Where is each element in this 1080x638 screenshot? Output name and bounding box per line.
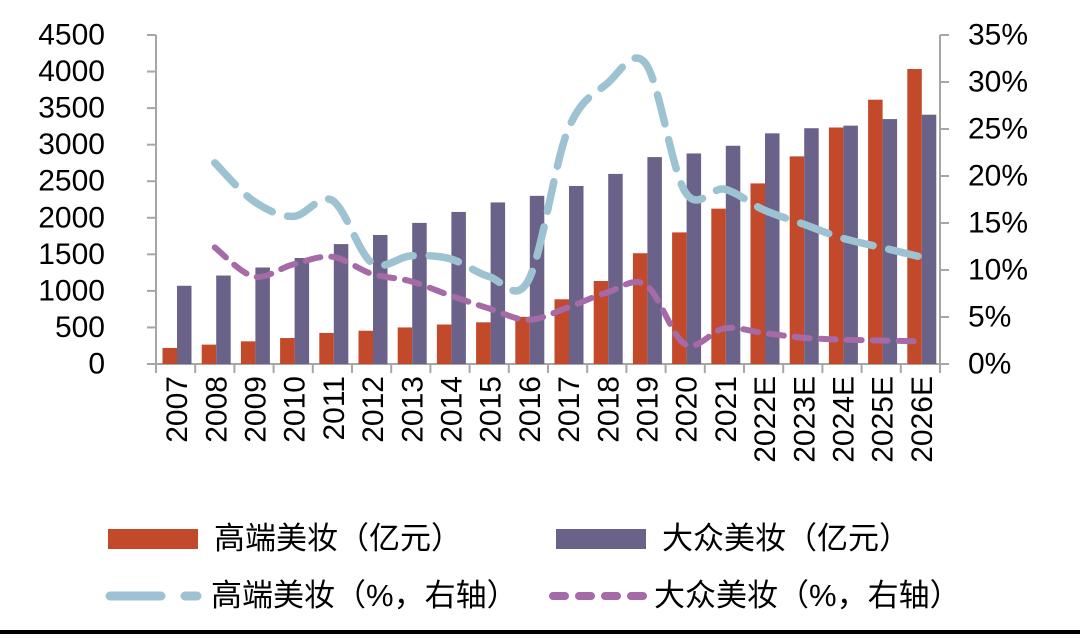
x-axis-label-2025E: 2025E <box>867 376 900 463</box>
x-axis-label-2018: 2018 <box>592 376 625 443</box>
y-axis-right-tick-label: 35% <box>968 19 1028 52</box>
bar-mass-2026E <box>921 114 937 365</box>
bar-premium-2025E <box>868 99 883 364</box>
bar-premium-2007 <box>162 347 177 364</box>
bar-premium-2013 <box>397 327 413 364</box>
x-axis-label-2013: 2013 <box>396 376 429 443</box>
bar-mass-2024E <box>843 125 858 364</box>
bar-premium-2015 <box>476 322 491 364</box>
line-premium-growth <box>211 54 925 295</box>
legend-item-premium-growth: 高端美妆（%，右轴） <box>105 580 518 611</box>
legend-swatch-mass-growth-icon <box>549 591 647 600</box>
bar-premium-2011 <box>319 332 334 364</box>
bar-premium-2008 <box>201 344 217 364</box>
x-axis-label-2021: 2021 <box>710 376 743 443</box>
bar-mass-2010 <box>294 257 310 364</box>
bar-premium-2022E <box>750 183 765 364</box>
y-axis-right-tick-label: 0% <box>968 348 1011 381</box>
y-axis-left-tick-label: 3000 <box>38 128 105 161</box>
y-axis-left-tick-label: 4000 <box>38 55 105 88</box>
y-axis-left-tick-label: 1500 <box>38 238 105 271</box>
bar-mass-2009 <box>255 267 270 364</box>
y-axis-right-tick-label: 25% <box>968 113 1028 146</box>
x-axis-label-2009: 2009 <box>240 376 273 443</box>
bar-mass-2011 <box>333 244 349 364</box>
bar-mass-2022E <box>765 133 780 364</box>
legend-swatch-premium-growth-icon <box>105 591 202 600</box>
bar-premium-2017 <box>554 299 569 364</box>
bar-premium-2023E <box>789 156 805 364</box>
legend-swatch-premium-bar <box>108 528 198 549</box>
x-axis-label-2010: 2010 <box>279 376 312 443</box>
x-axis-label-2026E: 2026E <box>906 376 939 463</box>
x-axis-label-2007: 2007 <box>161 376 194 443</box>
x-axis-label-2014: 2014 <box>436 376 469 443</box>
x-axis-label-2015: 2015 <box>475 376 508 443</box>
bar-mass-2008 <box>216 275 231 364</box>
bar-premium-2026E <box>907 68 922 364</box>
x-axis-label-2020: 2020 <box>671 376 704 443</box>
bar-premium-2010 <box>280 338 295 364</box>
y-axis-right-tick-label: 20% <box>968 160 1028 193</box>
y-axis-left-tick-label: 2000 <box>38 201 105 234</box>
bar-mass-2017 <box>569 185 584 364</box>
bar-premium-2014 <box>436 324 452 364</box>
bar-mass-2012 <box>373 234 388 364</box>
bar-mass-2014 <box>451 211 466 364</box>
legend-item-mass-bar: 大众美妆（亿元） <box>556 523 910 554</box>
bar-mass-2018 <box>608 173 623 364</box>
legend-item-mass-growth: 大众美妆（%，右轴） <box>548 580 961 611</box>
legend-swatch-mass-bar <box>556 528 646 549</box>
legend-label-mass-bar: 大众美妆（亿元） <box>662 521 910 556</box>
x-axis-label-2019: 2019 <box>632 376 665 443</box>
x-axis-label-2012: 2012 <box>357 376 390 443</box>
x-axis-label-2016: 2016 <box>514 376 547 443</box>
legend-item-premium-bar: 高端美妆（亿元） <box>108 523 462 554</box>
bar-mass-2025E <box>882 119 898 364</box>
y-axis-left-tick-label: 500 <box>55 311 105 344</box>
x-axis-label-2023E: 2023E <box>788 376 821 463</box>
bar-mass-2020 <box>686 153 702 364</box>
bar-premium-2024E <box>828 127 844 364</box>
y-axis-left-tick-label: 1000 <box>38 274 105 307</box>
x-axis-label-2017: 2017 <box>553 376 586 443</box>
line-mass-growth <box>211 244 924 349</box>
bar-premium-2021 <box>711 208 726 364</box>
bar-premium-2018 <box>593 281 609 364</box>
legend-label-mass-growth: 大众美妆（%，右轴） <box>654 578 961 613</box>
x-axis-label-2008: 2008 <box>200 376 233 443</box>
bar-premium-2009 <box>240 341 256 364</box>
legend-label-premium-bar: 高端美妆（亿元） <box>214 521 462 556</box>
bar-premium-2019 <box>632 253 648 364</box>
y-axis-right-tick-label: 10% <box>968 254 1028 287</box>
legend-label-premium-growth: 高端美妆（%，右轴） <box>211 578 518 613</box>
x-axis-label-2024E: 2024E <box>828 376 861 463</box>
bar-premium-2016 <box>515 316 530 364</box>
y-axis-right-tick-label: 30% <box>968 66 1028 99</box>
y-axis-right-tick-label: 15% <box>968 207 1028 240</box>
x-axis-label-2011: 2011 <box>318 376 351 441</box>
y-axis-left-tick-label: 2500 <box>38 165 105 198</box>
y-axis-right-tick-label: 5% <box>968 301 1011 334</box>
bar-premium-2012 <box>358 330 373 364</box>
bar-mass-2019 <box>647 157 662 364</box>
bar-mass-2007 <box>177 285 192 364</box>
bar-mass-2013 <box>412 222 427 364</box>
y-axis-left-tick-label: 0 <box>88 348 105 381</box>
y-axis-left-tick-label: 3500 <box>38 92 105 125</box>
bar-mass-2021 <box>725 145 741 364</box>
bar-mass-2023E <box>804 128 819 364</box>
x-axis-label-2022E: 2022E <box>749 376 782 463</box>
footer-rule <box>0 630 1080 634</box>
y-axis-left-tick-label: 4500 <box>38 19 105 52</box>
